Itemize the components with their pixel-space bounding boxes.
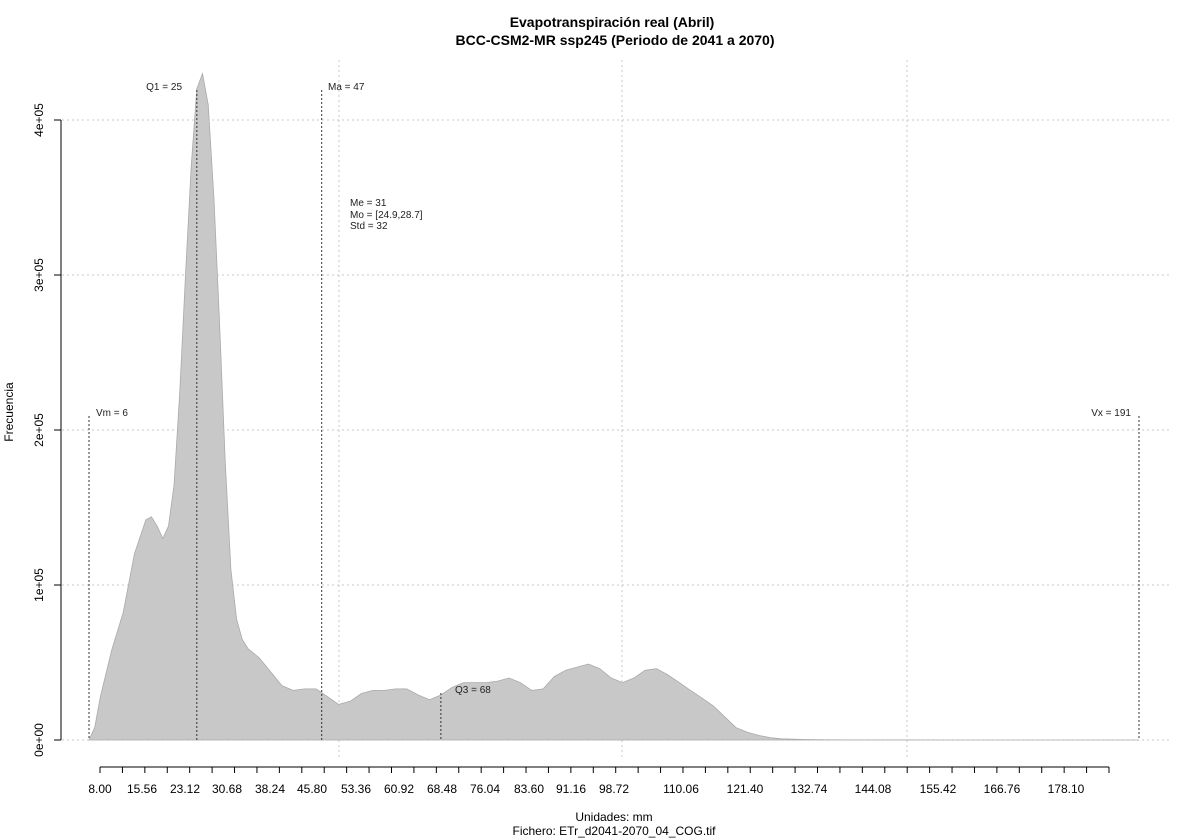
y-tick-label: 2e+05	[32, 413, 46, 447]
marker-label: Q1 = 25	[146, 82, 182, 93]
x-tick-label: 144.08	[855, 782, 892, 796]
marker-label: Vm = 6	[96, 408, 128, 419]
x-tick-label: 30.68	[212, 782, 242, 796]
x-tick-label: 98.72	[599, 782, 629, 796]
x-tick-label: 8.00	[88, 782, 112, 796]
x-tick-label: 166.76	[984, 782, 1021, 796]
x-tick-label: 53.36	[341, 782, 371, 796]
stat-median: Me = 31	[350, 198, 387, 209]
marker-label: Vx = 191	[1091, 408, 1131, 419]
stat-markers: Vm = 6 Q1 = 25 Ma = 47 Q3 = 68 Vx = 191	[88, 82, 1140, 740]
marker-label: Q3 = 68	[455, 685, 491, 696]
x-tick-label: 132.74	[791, 782, 828, 796]
x-tick-label: 15.56	[127, 782, 157, 796]
y-tick-label: 3e+05	[32, 258, 46, 292]
x-tick-label: 38.24	[255, 782, 285, 796]
chart-subtitle: BCC-CSM2-MR ssp245 (Periodo de 2041 a 20…	[456, 32, 775, 48]
x-tick-label: 68.48	[427, 782, 457, 796]
x-tick-label: 155.42	[920, 782, 957, 796]
marker-label: Ma = 47	[328, 82, 365, 93]
y-tick-label: 4e+05	[32, 103, 46, 137]
x-tick-label: 83.60	[514, 782, 544, 796]
axes: 8.00 15.56 23.12 30.68 38.24 45.80 53.36 60.92 6…	[32, 103, 1110, 796]
x-axis-label: Unidades: mm	[575, 810, 652, 824]
stat-std: Std = 32	[350, 221, 388, 232]
x-tick-label: 60.92	[384, 782, 414, 796]
stats-annotation: Me = 31 Mo = [24.9,28.7] Std = 32	[350, 198, 423, 232]
x-tick-label: 110.06	[663, 782, 699, 796]
chart-title: Evapotranspiración real (Abril)	[510, 14, 715, 30]
density-area	[88, 71, 1139, 741]
x-tick-label: 121.40	[727, 782, 764, 796]
grid-lines	[62, 60, 1170, 760]
stat-mode: Mo = [24.9,28.7]	[350, 210, 423, 221]
density-series	[88, 71, 1139, 741]
x-tick-label: 178.10	[1048, 782, 1085, 796]
y-tick-label: 1e+05	[32, 568, 46, 602]
y-tick-label: 0e+00	[32, 723, 46, 757]
x-tick-label: 23.12	[170, 782, 200, 796]
x-tick-label: 76.04	[470, 782, 500, 796]
footer-filename: Fichero: ETr_d2041-2070_04_COG.tif	[513, 824, 717, 838]
x-tick-label: 91.16	[556, 782, 586, 796]
x-tick-label: 45.80	[297, 782, 327, 796]
y-axis-label: Frecuencia	[2, 382, 16, 442]
